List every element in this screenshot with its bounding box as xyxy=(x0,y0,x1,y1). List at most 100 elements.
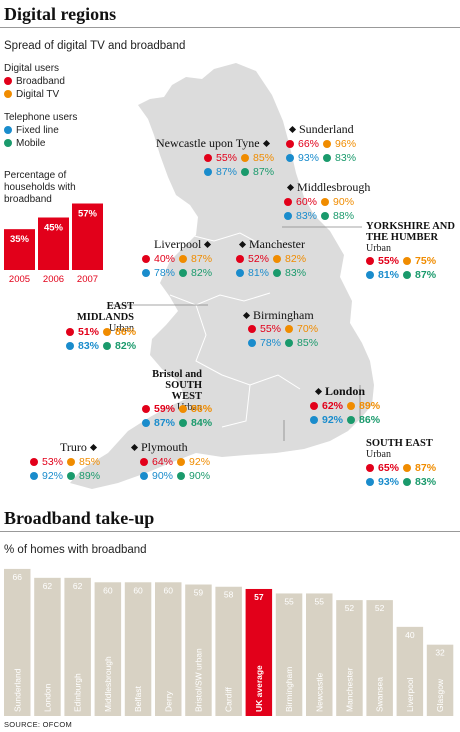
takeup-bar-category: Edinburgh xyxy=(73,673,83,712)
place-label-birmingham: Birmingham xyxy=(240,308,314,323)
mobile-value: 87% xyxy=(415,269,437,281)
takeup-bar-value: 57 xyxy=(254,592,264,602)
broadband-dot-icon xyxy=(204,154,212,162)
mobile-value: 82% xyxy=(115,340,137,352)
digital-tv-dot-icon xyxy=(103,328,112,336)
takeup-bar-derry xyxy=(155,582,182,716)
broadband-value: 64% xyxy=(152,456,174,468)
digital-tv-value: 87% xyxy=(415,462,437,474)
broadband-value: 66% xyxy=(298,138,320,150)
mobile-dot-icon xyxy=(179,419,188,427)
place-name: Birmingham xyxy=(253,308,314,322)
takeup-rule xyxy=(0,531,460,532)
digital-tv-dot-icon xyxy=(4,90,12,98)
takeup-bar-category: UK average xyxy=(254,665,264,712)
place-name: Newcastle upon Tyne xyxy=(156,136,260,150)
fixed-line-dot-icon xyxy=(142,269,150,277)
place-stats-bristol-and-south-west: 59% 86% 87% 84% xyxy=(142,402,216,430)
title-rule xyxy=(0,27,460,28)
fixed-line-value: 92% xyxy=(322,414,344,426)
takeup-bar-sunderland xyxy=(4,568,31,716)
location-diamond-icon xyxy=(314,387,323,396)
takeup-bar-value: 62 xyxy=(73,581,83,591)
legend-fixed-line: Fixed line xyxy=(4,124,77,137)
takeup-bar-edinburgh xyxy=(64,577,91,716)
location-diamond-icon xyxy=(89,443,97,452)
takeup-bar-category: Newcastle xyxy=(314,673,324,712)
mobile-dot-icon xyxy=(241,168,250,176)
takeup-bar-swansea xyxy=(366,600,393,716)
fixed-line-dot-icon xyxy=(236,269,244,277)
broadband-value: 53% xyxy=(42,456,64,468)
place-label-truro: Truro xyxy=(60,440,100,455)
mobile-dot-icon xyxy=(177,472,186,480)
takeup-bar-value: 62 xyxy=(43,581,53,591)
legend-mobile: Mobile xyxy=(4,137,77,150)
fixed-line-value: 92% xyxy=(42,470,64,482)
place-stats-east-midlands: 51% 86% 83% 82% xyxy=(66,325,140,353)
digital-tv-value: 75% xyxy=(415,255,437,267)
digital-tv-value: 96% xyxy=(335,138,357,150)
place-sub: Urban xyxy=(366,243,391,254)
fixed-line-dot-icon xyxy=(140,472,148,480)
takeup-bar-value: 55 xyxy=(315,596,325,606)
place-sub: Urban xyxy=(366,449,391,460)
mini-bar-value: 35% xyxy=(10,234,30,245)
broadband-dot-icon xyxy=(286,140,294,148)
takeup-bar-uk-average xyxy=(245,588,273,716)
place-name: Liverpool xyxy=(154,237,202,251)
takeup-bar-category: Cardiff xyxy=(224,686,234,712)
mobile-value: 89% xyxy=(79,470,101,482)
takeup-bar-liverpool xyxy=(396,626,424,716)
broadband-dot-icon xyxy=(310,402,318,410)
fixed-line-value: 93% xyxy=(298,152,320,164)
location-diamond-icon xyxy=(130,443,139,452)
broadband-value: 51% xyxy=(78,326,100,338)
mobile-dot-icon xyxy=(4,139,12,147)
mobile-dot-icon xyxy=(403,478,412,486)
mobile-value: 90% xyxy=(189,470,211,482)
mobile-dot-icon xyxy=(321,212,330,220)
mini-bar-2005 xyxy=(4,229,35,270)
fixed-line-value: 78% xyxy=(154,267,176,279)
place-label-sunderland: Sunderland xyxy=(286,122,354,137)
broadband-dot-icon xyxy=(140,458,148,466)
digital-tv-value: 87% xyxy=(191,253,213,265)
digital-tv-dot-icon xyxy=(67,458,76,466)
mini-bar-2007 xyxy=(72,203,103,270)
location-diamond-icon xyxy=(288,125,297,134)
mobile-value: 85% xyxy=(297,337,319,349)
takeup-bar-london xyxy=(34,577,61,716)
mobile-value: 84% xyxy=(191,417,213,429)
place-label-bristol-and-south-west: Bristol and SOUTH WEST Urban xyxy=(140,369,202,413)
place-name: Plymouth xyxy=(141,440,188,454)
takeup-bar-value: 66 xyxy=(13,572,23,582)
takeup-bar-value: 40 xyxy=(405,630,415,640)
broadband-value: 65% xyxy=(378,462,400,474)
fixed-line-value: 78% xyxy=(260,337,282,349)
broadband-value: 60% xyxy=(296,196,318,208)
broadband-dot-icon xyxy=(4,77,12,85)
broadband-value: 55% xyxy=(260,323,282,335)
digital-tv-dot-icon xyxy=(273,255,282,263)
place-stats-newcastle-upon-tyne: 55% 85% 87% 87% xyxy=(204,151,278,179)
mobile-dot-icon xyxy=(273,269,282,277)
broadband-takeup-title: Broadband take-up xyxy=(4,508,155,528)
digital-tv-value: 70% xyxy=(297,323,319,335)
digital-tv-dot-icon xyxy=(179,255,188,263)
mini-chart-label: Percentage of households with broadband xyxy=(4,170,76,205)
digital-tv-dot-icon xyxy=(241,154,250,162)
takeup-bar-cardiff xyxy=(215,586,242,716)
takeup-bar-value: 60 xyxy=(164,585,174,595)
legend-telephone-heading: Telephone users xyxy=(4,112,78,123)
fixed-line-dot-icon xyxy=(204,168,212,176)
place-stats-plymouth: 64% 92% 90% 90% xyxy=(140,455,214,483)
mini-bar-2006 xyxy=(38,217,69,270)
mobile-dot-icon xyxy=(347,416,356,424)
broadband-value: 55% xyxy=(216,152,238,164)
takeup-bar-value: 55 xyxy=(284,596,294,606)
place-name: YORKSHIRE AND THE HUMBER xyxy=(366,221,455,243)
mobile-dot-icon xyxy=(103,342,112,350)
location-diamond-icon xyxy=(238,240,247,249)
mini-bar-year: 2006 xyxy=(43,274,64,285)
